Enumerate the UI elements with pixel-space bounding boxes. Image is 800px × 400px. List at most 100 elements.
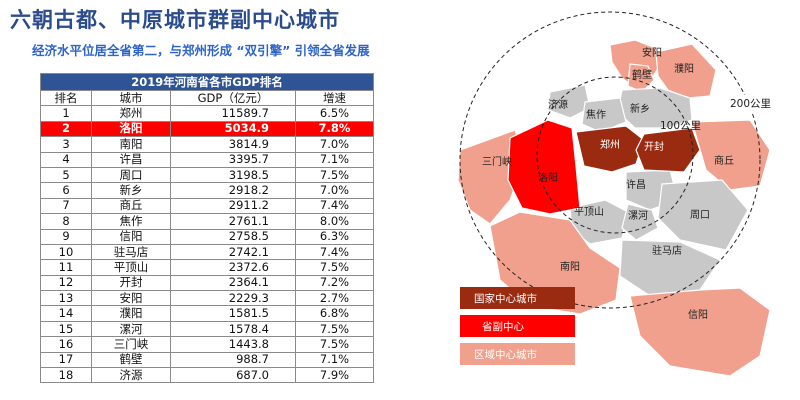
map-label-pingdingshan: 平顶山 <box>574 206 604 218</box>
map-label-nanyang: 南阳 <box>560 260 580 273</box>
map-label-zhengzhou: 郑州 <box>600 138 620 151</box>
cell-gdp: 2758.5 <box>170 228 296 245</box>
cell-growth: 7.5% <box>295 166 374 184</box>
cell-gdp: 3198.5 <box>170 166 296 184</box>
cell-gdp: 2742.1 <box>170 243 296 261</box>
map-label-shangqiu: 商丘 <box>714 154 734 167</box>
cell-gdp: 3395.7 <box>170 151 296 168</box>
map-label-xinxiang: 新乡 <box>630 102 650 115</box>
cell-gdp: 2918.2 <box>170 182 296 199</box>
column-header-growth: 增速 <box>295 89 374 107</box>
cell-gdp: 988.7 <box>170 351 296 369</box>
table-row: 6 新乡 2918.2 7.0% <box>40 182 374 199</box>
cell-city: 开封 <box>91 274 171 292</box>
cell-gdp: 2761.1 <box>170 213 296 230</box>
map-label-jiaozuo: 焦作 <box>586 108 606 121</box>
map-region-kaifeng <box>635 127 701 173</box>
gdp-ranking-table: 2019年河南省各市GDP排名 排名 城市 GDP（亿元） 增速 1 郑州 1158… <box>40 73 374 384</box>
map-label-zhoukou: 周口 <box>690 209 710 221</box>
cell-rank: 15 <box>40 320 92 338</box>
map-label-anyang: 安阳 <box>642 46 662 59</box>
legend-swatch <box>460 343 575 365</box>
map-label-zhumadian: 驻马店 <box>652 244 682 257</box>
legend-swatch <box>460 287 575 309</box>
cell-growth: 6.8% <box>295 305 374 322</box>
cell-city: 新乡 <box>91 182 171 199</box>
table-row: 7 商丘 2911.2 7.4% <box>40 197 374 215</box>
cell-growth: 7.2% <box>295 274 374 292</box>
cell-city: 许昌 <box>91 151 171 168</box>
cell-city: 焦作 <box>91 213 171 230</box>
map-region-xinyang <box>629 287 771 377</box>
cell-city: 济源 <box>91 367 171 384</box>
cell-rank: 3 <box>40 136 92 153</box>
table-row: 4 许昌 3395.7 7.1% <box>40 151 374 168</box>
legend-label: 区域中心城市 <box>474 349 537 361</box>
table-row: 5 周口 3198.5 7.5% <box>40 166 374 184</box>
legend-swatch <box>460 315 575 337</box>
table-row: 1 郑州 11589.7 6.5% <box>40 105 374 122</box>
cell-growth: 7.5% <box>295 320 374 338</box>
cell-city: 鹤壁 <box>91 351 171 369</box>
distance-label-outer: 200公里 <box>726 95 776 112</box>
cell-city: 商丘 <box>91 197 171 215</box>
cell-gdp: 687.0 <box>170 367 296 384</box>
map-region-luoyang <box>507 119 581 215</box>
cell-city: 驻马店 <box>91 243 171 261</box>
cell-growth: 7.1% <box>295 151 374 168</box>
table-row: 18 济源 687.0 7.9% <box>40 367 374 384</box>
cell-city: 平顶山 <box>91 259 171 276</box>
cell-gdp: 5034.9 <box>170 120 296 138</box>
page-title: 六朝古都、中原城市群副中心城市 <box>10 8 340 32</box>
table-row: 13 安阳 2229.3 2.7% <box>40 290 374 307</box>
cell-gdp: 2364.1 <box>170 274 296 292</box>
cell-rank: 9 <box>40 228 92 245</box>
map-label-xinyang: 信阳 <box>688 309 708 321</box>
cell-city: 洛阳 <box>91 120 171 138</box>
map-label-puyang: 濮阳 <box>674 62 694 75</box>
legend-label: 国家中心城市 <box>474 293 537 305</box>
cell-rank: 4 <box>40 151 92 168</box>
cell-city: 濮阳 <box>91 305 171 322</box>
column-header-city: 城市 <box>91 89 171 107</box>
cell-city: 安阳 <box>91 290 171 307</box>
table-row: 14 濮阳 1581.5 6.8% <box>40 305 374 322</box>
cell-city: 漯河 <box>91 320 171 338</box>
map-label-hebi: 鹤壁 <box>632 68 652 81</box>
cell-gdp: 11589.7 <box>170 105 296 122</box>
map-region-shangqiu <box>691 119 771 191</box>
table-row: 12 开封 2364.1 7.2% <box>40 274 374 292</box>
cell-rank: 14 <box>40 305 92 322</box>
cell-rank: 10 <box>40 243 92 261</box>
map-label-sanmenxia: 三门峡 <box>482 155 512 168</box>
cell-city: 南阳 <box>91 136 171 153</box>
henan-map: 安阳 鹤壁 濮阳 济源 新乡 焦作 三门峡 郑州 开封 商丘 洛阳 许昌 平顶山… <box>457 11 771 377</box>
cell-growth: 7.1% <box>295 351 374 369</box>
table-row: 17 鹤壁 988.7 7.1% <box>40 351 374 369</box>
cell-rank: 5 <box>40 166 92 184</box>
cell-gdp: 2911.2 <box>170 197 296 215</box>
cell-rank: 7 <box>40 197 92 215</box>
cell-growth: 7.4% <box>295 243 374 261</box>
cell-growth: 7.9% <box>295 367 374 384</box>
map-label-luoyang: 洛阳 <box>538 171 558 184</box>
cell-growth: 6.3% <box>295 228 374 245</box>
cell-rank: 2 <box>40 120 92 138</box>
page-subtitle: 经济水平位居全省第二，与郑州形成 “双引擎” 引领全省发展 <box>32 43 370 58</box>
cell-rank: 8 <box>40 213 92 230</box>
cell-growth: 7.8% <box>295 120 374 138</box>
distance-label-inner: 100公里 <box>660 120 702 132</box>
table-row: 15 漯河 1578.4 7.5% <box>40 320 374 338</box>
map-label-xuchang: 许昌 <box>626 179 646 191</box>
table-row: 2 洛阳 5034.9 7.8% <box>40 120 374 138</box>
cell-rank: 16 <box>40 336 92 353</box>
distance-ring-outer <box>459 11 761 309</box>
table-row: 16 三门峡 1443.8 7.5% <box>40 336 374 353</box>
map-region-hebi <box>627 63 655 93</box>
column-header-rank: 排名 <box>40 89 92 107</box>
distance-ring-inner <box>536 76 694 234</box>
table-row: 10 驻马店 2742.1 7.4% <box>40 243 374 261</box>
map-region-puyang <box>655 43 717 99</box>
cell-rank: 11 <box>40 259 92 276</box>
cell-rank: 13 <box>40 290 92 307</box>
